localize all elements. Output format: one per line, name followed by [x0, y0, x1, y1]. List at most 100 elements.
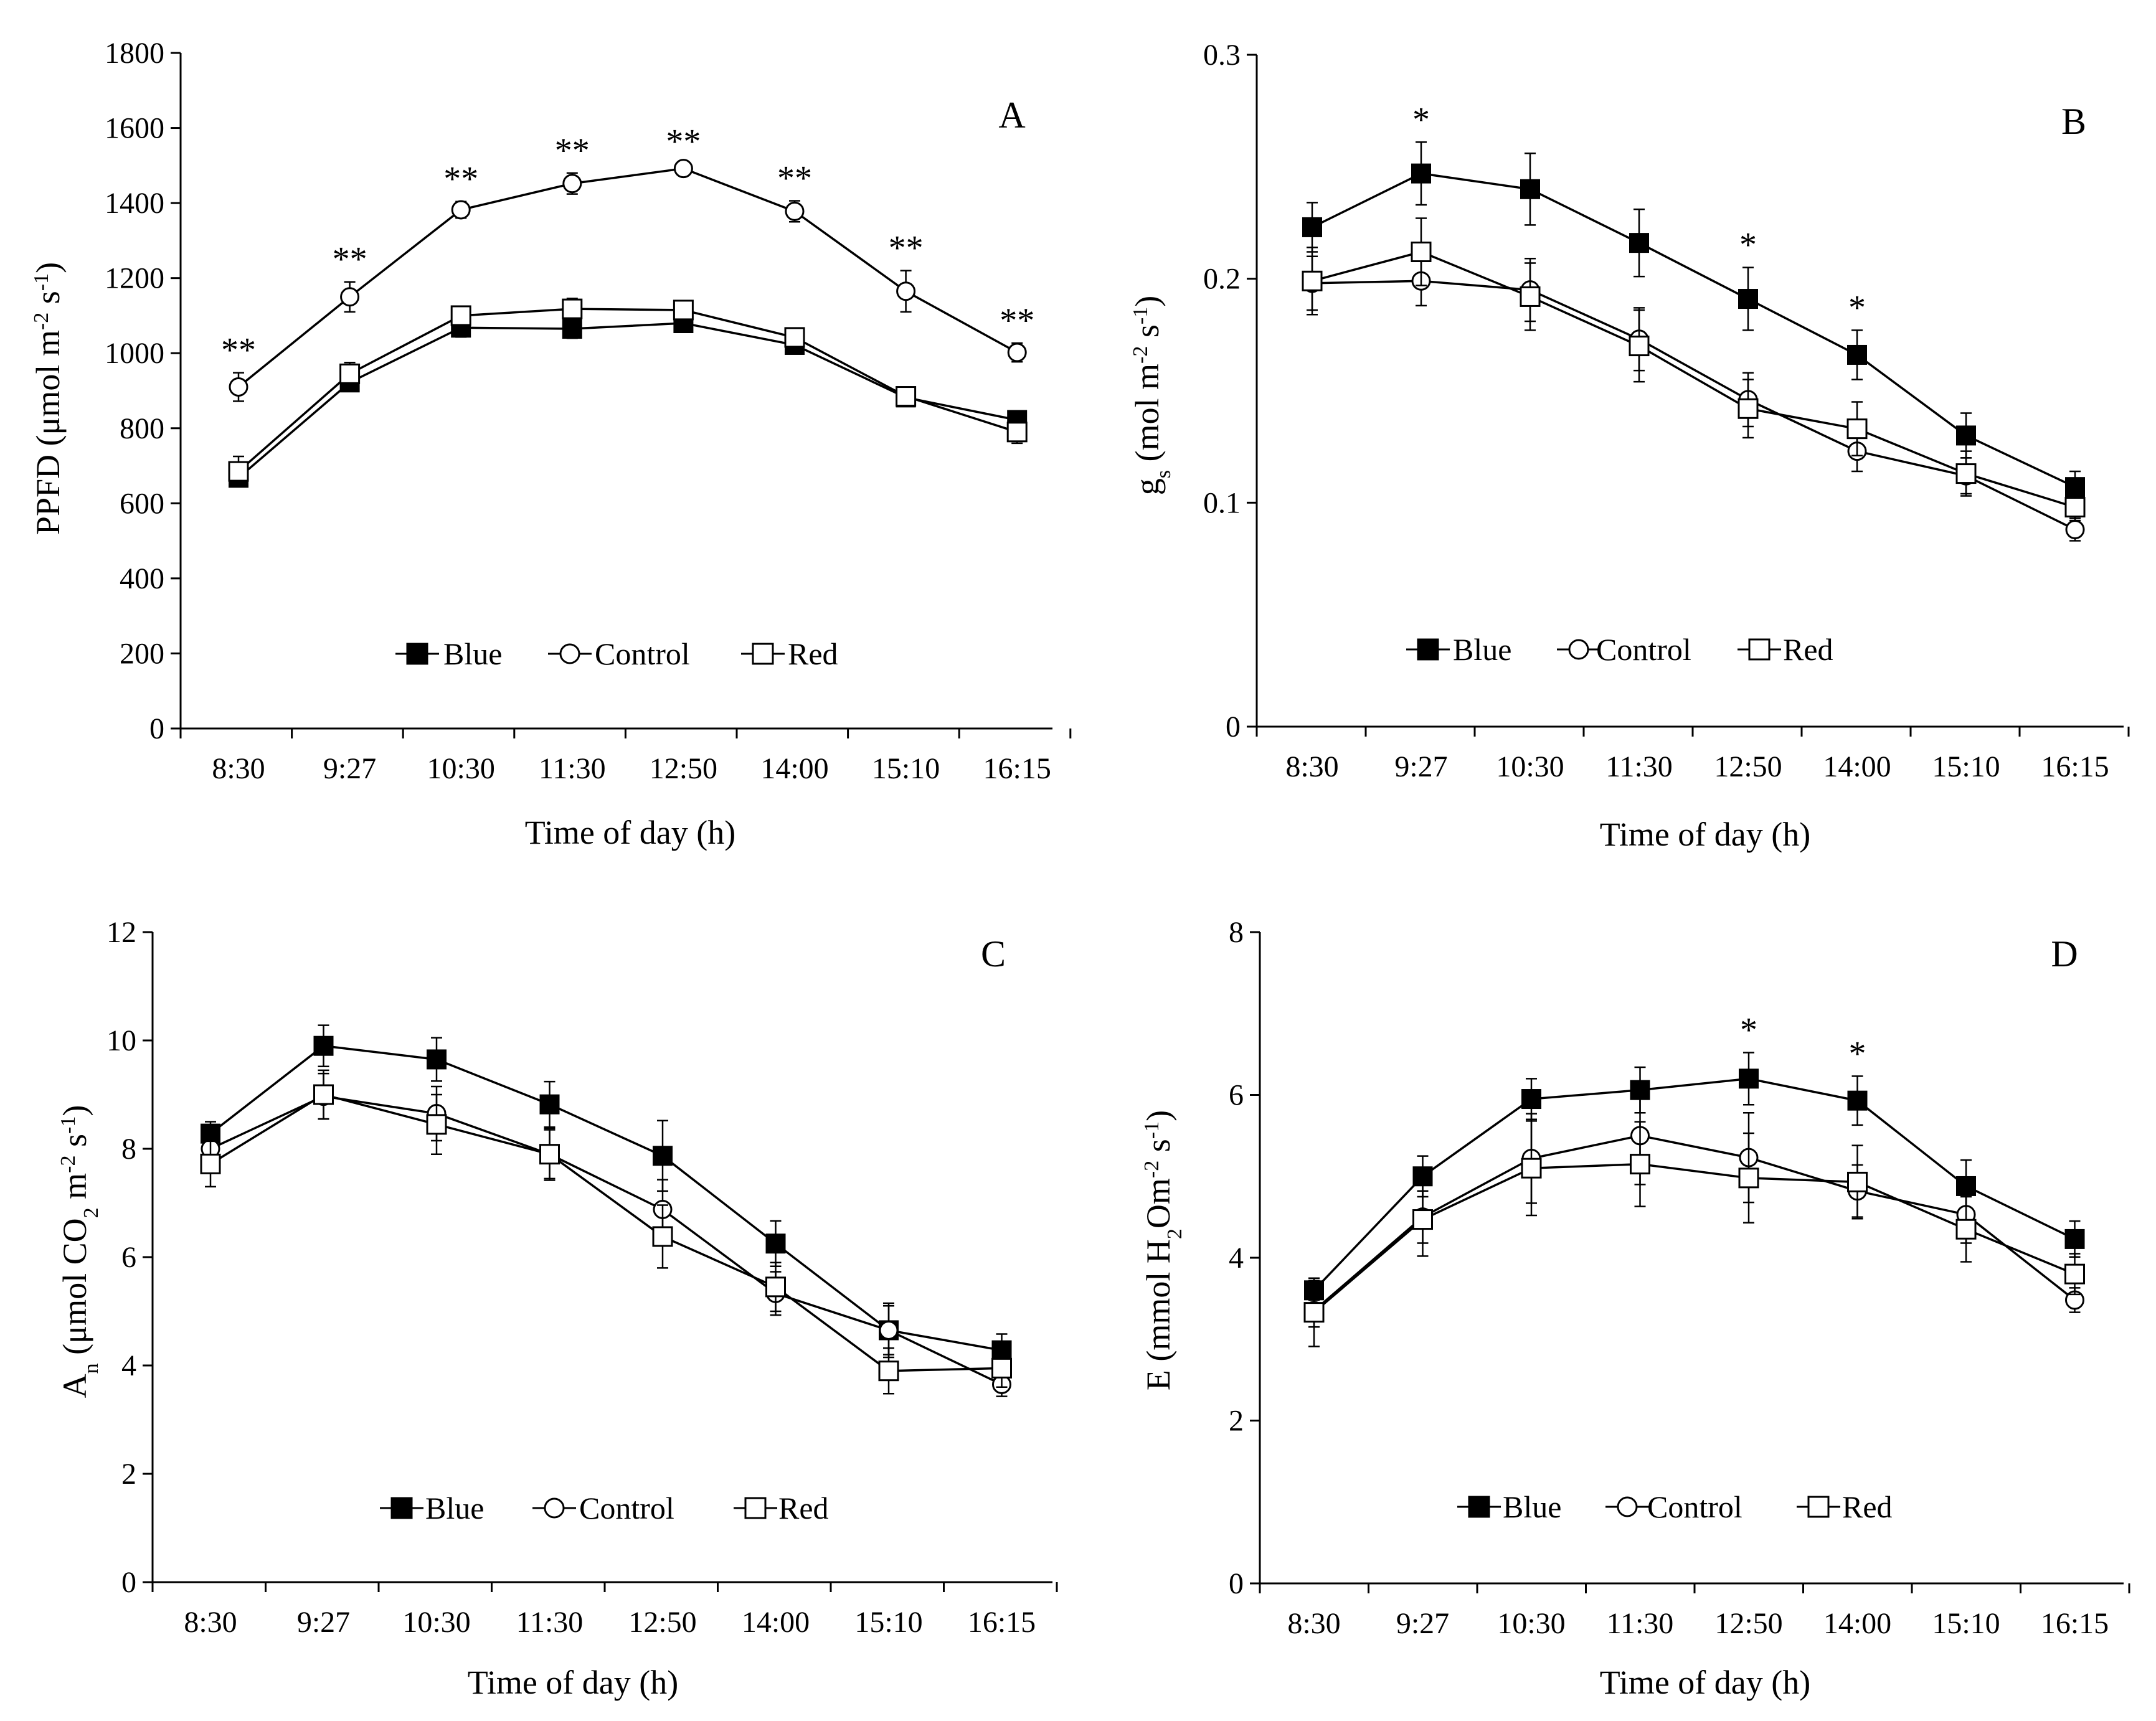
panel-a-legend-control: Control	[548, 636, 690, 671]
panel-a-x-tick-label: 9:27	[323, 752, 376, 785]
panel-d-legend-red: Red	[1797, 1489, 1893, 1524]
panel-b-letter: B	[2061, 101, 2086, 142]
panel-a-control-line	[237, 167, 1018, 388]
panel-a-x-axis-title: Time of day (h)	[525, 814, 735, 851]
panel-a-control-point	[229, 377, 248, 397]
panel-b-red-point	[1846, 418, 1868, 440]
panel-c-x-tick-label: 9:27	[297, 1606, 350, 1639]
panel-b-blue-point	[1302, 217, 1322, 237]
panel-a-x-tick-label: 14:00	[760, 752, 828, 785]
panel-c-y-title-mid: s	[56, 1134, 93, 1156]
panel-b-x-tick-label: 9:27	[1394, 750, 1447, 783]
panel-c-y-title-sup2: -1	[57, 1116, 80, 1134]
panel-b-y-tick-label: 0.2	[1203, 263, 1241, 296]
panel-a-red-point	[896, 386, 917, 407]
panel-b-significance-mark: *	[1848, 288, 1866, 327]
panel-c-y-tick-label: 6	[121, 1241, 136, 1274]
panel-d-blue-line	[1313, 1077, 2076, 1291]
panel-a-y-tick-label: 400	[120, 562, 164, 595]
panel-a-red-point	[784, 327, 805, 348]
panel-b-red-point	[1411, 242, 1432, 263]
panel-b-blue-point	[1847, 344, 1867, 365]
panel-b-legend: Blue Control Red	[1406, 632, 1833, 667]
panel-b-y-title-sup1: -2	[1129, 346, 1152, 364]
panel-d-red-point	[1412, 1209, 1433, 1230]
panel-c-y-tick-label: 4	[121, 1349, 136, 1382]
panel-d-red-line	[1313, 1162, 2076, 1313]
panel-c-y-tick-label: 12	[106, 916, 136, 949]
panel-d-red-point	[1955, 1219, 1977, 1240]
panel-a-significance-mark: **	[443, 160, 478, 199]
panel-d-red-point	[1303, 1302, 1325, 1323]
panel-a-x-tick-label: 11:30	[539, 752, 606, 785]
panel-b-x-tick-label: 16:15	[2041, 750, 2109, 783]
panel-b-red-point	[2064, 497, 2086, 518]
panel-d-significance-mark: *	[1849, 1034, 1866, 1073]
panel-d-y-tick-label: 6	[1229, 1079, 1244, 1112]
panel-b-red-point	[1302, 270, 1323, 291]
panel-b-plot: 0 0.1 0.2 0.3 8:30 9:27 10:30 11:30 12:50 14:00 15…	[1203, 39, 2130, 783]
panel-a-significance-mark: **	[777, 159, 812, 197]
panel-d: D Time of day (h) E (mmol H2Om-2 s-1) Bl…	[1140, 933, 2078, 1701]
panel-b-x-tick-label: 12:50	[1714, 750, 1782, 783]
panel-d-y-tick-label: 4	[1229, 1242, 1244, 1275]
panel-a-significance-mark: **	[889, 229, 924, 268]
panel-c-red-point	[652, 1226, 673, 1247]
panel-d-y-title-sup2: -1	[1140, 1121, 1163, 1139]
panel-d-significance-mark: *	[1740, 1011, 1757, 1050]
panel-a-y-tick-label: 800	[120, 412, 164, 445]
panel-a-significance-mark: **	[555, 131, 590, 170]
panel-a-y-title-end: )	[29, 262, 67, 273]
panel-b-significance-mark: *	[1412, 100, 1430, 139]
panel-a-y-title-sup2: -1	[30, 273, 53, 291]
panel-d-x-tick-label: 16:15	[2041, 1607, 2109, 1640]
panel-c-blue-point	[427, 1049, 447, 1070]
panel-a-legend-blue: Blue	[395, 636, 502, 671]
panel-c-x-tick-label: 8:30	[184, 1606, 237, 1639]
panel-c-blue-line	[209, 1044, 1002, 1352]
panel-b-blue-point	[1956, 425, 1976, 446]
panel-c-y-title-sub2: 2	[80, 1207, 103, 1218]
panel-a-control-point	[562, 174, 582, 194]
panel-a-y-title-sup1: -2	[30, 313, 53, 330]
panel-c-plot: 0 2 4 6 8 10 12 8:30 9:27 10:30 11:30 12:50 14:00 15:…	[106, 916, 1058, 1639]
panel-b-legend-red: Red	[1738, 632, 1833, 667]
panel-c-legend-red-label: Red	[778, 1491, 829, 1525]
panel-d-blue-point	[1521, 1089, 1541, 1110]
panel-a-control-point	[340, 287, 360, 307]
panel-a-significance-mark: **	[333, 240, 367, 279]
panel-a-legend-control-label: Control	[595, 636, 690, 671]
panel-a-y-tick-label: 600	[120, 487, 164, 520]
panel-b-legend-blue-label: Blue	[1453, 632, 1511, 667]
panel-c-y-title-main: A	[56, 1374, 93, 1398]
panel-a-x-tick-label: 8:30	[212, 752, 265, 785]
panel-b-y-title-sup2: -1	[1129, 307, 1152, 324]
panel-a-x-tick-label: 16:15	[983, 752, 1051, 785]
panel-d-plot: 0 2 4 6 8 8:30 9:27 10:30 11:30 12:50 14:00 15:10 16…	[1229, 916, 2130, 1640]
panel-a-control-point	[1007, 342, 1027, 362]
panel-b-red-line	[1312, 250, 2076, 509]
panel-c-y-tick-label: 2	[121, 1458, 136, 1491]
panel-d-y-title-sup1: -2	[1140, 1161, 1163, 1178]
panel-a-y-tick-label: 200	[120, 637, 164, 670]
panel-c: C Time of day (h) An (μmol CO2 m-2 s-1) …	[56, 933, 1006, 1701]
panel-d-y-axis-title: E (mmol H2Om-2 s-1)	[1140, 1110, 1186, 1390]
panel-d-y-tick-label: 2	[1229, 1405, 1244, 1438]
panel-b-blue-point	[1629, 233, 1649, 253]
panel-b: B Time of day (h) gs (mol m-2 s-1) Blue …	[1128, 101, 2086, 853]
panel-b-control-point	[2065, 519, 2085, 539]
panel-d-control-line	[1313, 1134, 2076, 1312]
panel-b-blue-point	[1738, 289, 1758, 309]
panel-a-plot: 0 200 400 600 800 1000 1200 1400 1600 1800 8:30 9:2…	[105, 37, 1072, 785]
panel-b-x-axis-title: Time of day (h)	[1600, 816, 1810, 853]
panel-c-blue-point	[765, 1233, 786, 1254]
panel-a-y-tick-label: 1600	[105, 112, 164, 145]
panel-a-legend-blue-label: Blue	[443, 636, 502, 671]
panel-a-x-tick-label: 15:10	[872, 752, 940, 785]
panel-a-y-title-mid: s	[29, 291, 67, 313]
panel-c-red-point	[765, 1276, 786, 1298]
panel-d-red-point	[2064, 1263, 2085, 1285]
panel-a-red-point	[673, 299, 694, 321]
panel-b-x-tick-label: 15:10	[1932, 750, 2000, 783]
panel-c-x-tick-label: 14:00	[742, 1606, 810, 1639]
